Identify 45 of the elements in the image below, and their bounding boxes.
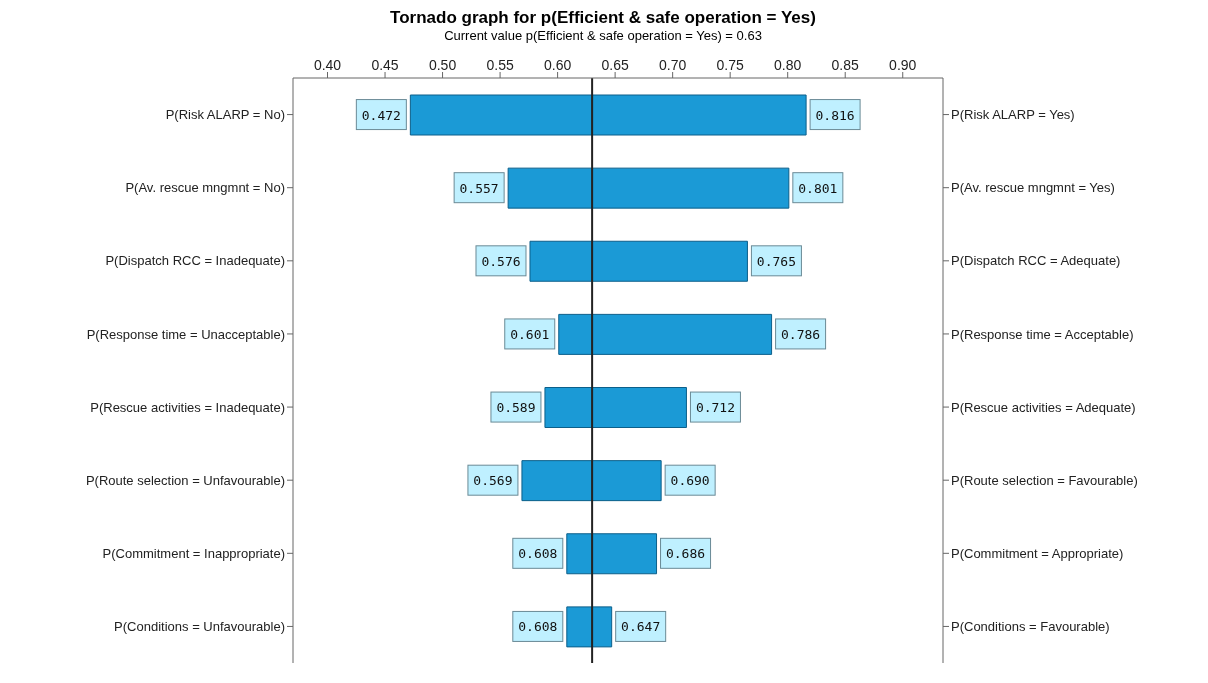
x-tick-label: 0.40 — [313, 57, 342, 73]
annotation: 0.765 — [756, 253, 796, 269]
x-tick-label: 0.80 — [774, 57, 802, 73]
y-tick-label: P(Risk ALARP = No) — [165, 107, 285, 123]
y-tick-label: P(Dispatch RCC = Inadequate) — [105, 253, 285, 269]
annotation: 0.690 — [670, 473, 710, 489]
annotation: 0.576 — [481, 253, 521, 269]
annotation: 0.608 — [518, 546, 558, 562]
annotation: 0.601 — [510, 326, 550, 342]
annotation: 0.557 — [459, 180, 499, 196]
annotation: 0.647 — [621, 619, 661, 635]
y2-tick-label: P(Rescue activities = Adequate) — [951, 399, 1136, 415]
annotation: 0.801 — [798, 180, 838, 196]
y2-tick-label: P(Response time = Acceptable) — [951, 326, 1134, 342]
annotation: 0.569 — [473, 473, 513, 489]
annotation: 0.816 — [815, 107, 855, 123]
annotation: 0.608 — [518, 619, 558, 635]
y-tick-label: P(Response time = Unacceptable) — [86, 326, 285, 342]
annotation: 0.589 — [496, 400, 536, 416]
x-tick-label: 0.50 — [428, 57, 457, 73]
annotation: 0.786 — [781, 326, 821, 342]
annotation: 0.686 — [665, 546, 706, 562]
annotation: 0.712 — [695, 400, 736, 416]
chart-subtitle: Current value p(Efficient & safe operation = Yes) = 0.63 — [443, 28, 763, 43]
chart-title: Tornado graph for p(Efficient & safe operation = Yes) — [389, 8, 817, 28]
x-tick-label: 0.55 — [486, 57, 514, 73]
x-tick-label: 0.70 — [659, 57, 687, 73]
y2-tick-label: P(Risk ALARP = Yes) — [951, 107, 1075, 123]
annotation: 0.472 — [361, 107, 401, 123]
y2-tick-label: P(Conditions = Favourable) — [951, 619, 1110, 635]
x-tick-label: 0.90 — [889, 57, 917, 73]
x-tick-label: 0.45 — [371, 57, 399, 73]
x-tick-label: 0.60 — [543, 57, 572, 73]
y2-tick-label: P(Route selection = Favourable) — [951, 472, 1138, 488]
y-tick-label: P(Conditions = Unfavourable) — [114, 619, 285, 635]
y-tick-label: P(Rescue activities = Inadequate) — [90, 399, 285, 415]
x-tick-label: 0.85 — [831, 57, 860, 73]
y2-tick-label: P(Av. rescue mngmnt = Yes) — [951, 180, 1115, 196]
y-tick-label: P(Commitment = Inappropriate) — [102, 545, 285, 561]
y2-tick-label: P(Commitment = Appropriate) — [951, 545, 1124, 561]
y-tick-label: P(Av. rescue mngmnt = No) — [125, 180, 285, 196]
x-tick-label: 0.75 — [716, 57, 745, 73]
x-tick-label: 0.65 — [601, 57, 629, 73]
y-tick-label: P(Route selection = Unfavourable) — [85, 472, 285, 488]
y2-tick-label: P(Dispatch RCC = Adequate) — [951, 253, 1121, 269]
